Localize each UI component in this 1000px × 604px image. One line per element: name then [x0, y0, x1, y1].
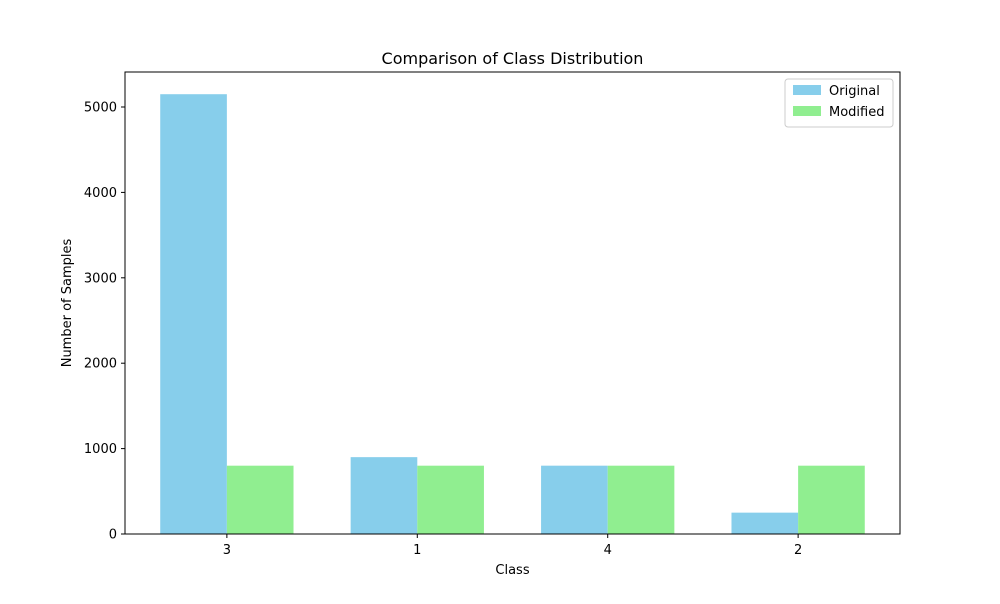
y-tick-label: 2000: [84, 357, 117, 372]
x-tick-label: 1: [413, 543, 421, 558]
y-tick-label: 1000: [84, 442, 117, 457]
bar-original-class-3: [160, 94, 227, 535]
bars-layer: [160, 94, 865, 535]
y-tick-label: 5000: [84, 101, 117, 116]
bar-modified-class-3: [226, 465, 294, 534]
y-tick-label: 3000: [84, 271, 117, 286]
bar-original-class-4: [541, 465, 608, 534]
bar-original-class-2: [731, 512, 799, 534]
y-tick-label: 4000: [84, 186, 117, 201]
bar-modified-class-4: [607, 465, 675, 534]
ticks-layer: 0 1000 2000 3000 4000 5000 3 1 4 2: [84, 101, 802, 558]
bar-modified-class-2: [798, 465, 865, 534]
legend-swatch-modified: [793, 106, 821, 116]
bar-modified-class-1: [417, 465, 484, 534]
y-axis-label: Number of Samples: [60, 239, 75, 368]
x-tick-label: 2: [794, 543, 802, 558]
legend-swatch-original: [793, 85, 821, 95]
x-axis-label: Class: [495, 563, 529, 578]
plot-frame: [124, 71, 901, 535]
legend-label-modified: Modified: [829, 105, 884, 120]
x-tick-label: 3: [223, 543, 231, 558]
chart-title: Comparison of Class Distribution: [382, 49, 644, 68]
x-tick-label: 4: [604, 543, 612, 558]
legend-label-original: Original: [829, 84, 880, 99]
legend: Original Modified: [784, 78, 894, 128]
y-tick-label: 0: [109, 528, 117, 543]
bar-original-class-1: [350, 457, 418, 534]
